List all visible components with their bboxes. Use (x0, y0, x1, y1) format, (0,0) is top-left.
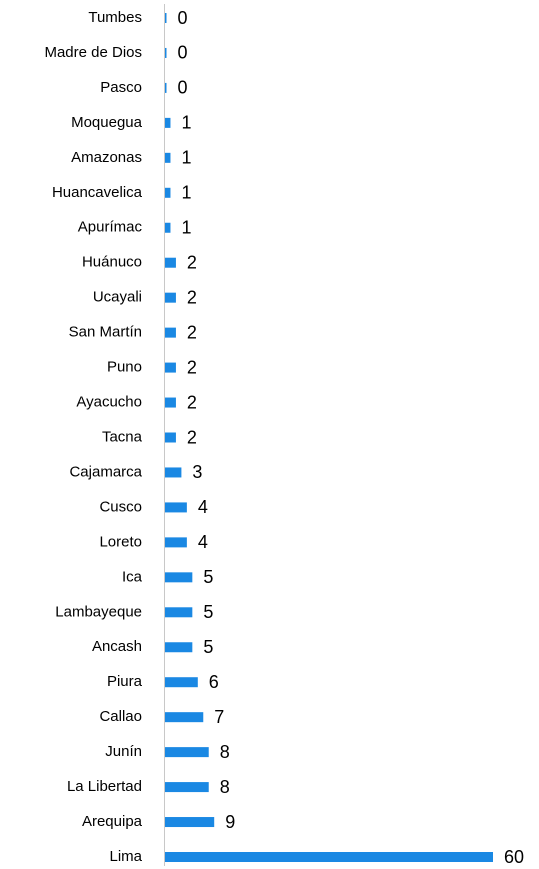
value-label: 6 (209, 672, 219, 692)
bar (165, 222, 171, 233)
value-label: 4 (198, 497, 208, 517)
bar (165, 432, 176, 443)
value-label: 60 (504, 847, 524, 867)
category-label: La Libertad (67, 778, 142, 795)
bar (165, 47, 167, 58)
category-label: Ancash (92, 638, 142, 655)
category-label: Junín (105, 743, 142, 760)
bar (165, 537, 187, 548)
bar (165, 502, 187, 513)
bar (165, 677, 198, 688)
category-label: San Martín (69, 324, 142, 341)
value-label: 9 (225, 812, 235, 832)
value-label: 0 (178, 43, 188, 63)
value-label: 7 (214, 707, 224, 727)
value-label: 2 (187, 392, 197, 412)
bar (165, 712, 204, 723)
category-label: Ayacucho (76, 394, 142, 411)
value-label: 4 (198, 532, 208, 552)
value-label: 2 (187, 322, 197, 342)
value-label: 1 (181, 113, 191, 133)
bar (165, 852, 493, 862)
bar (165, 397, 176, 408)
bar (165, 642, 193, 653)
category-label: Amazonas (71, 149, 142, 166)
bar (165, 362, 176, 373)
category-label: Cusco (99, 498, 142, 515)
value-label: 5 (203, 637, 213, 657)
category-label: Loreto (99, 533, 142, 550)
bar (165, 13, 167, 23)
category-label: Ica (122, 568, 143, 585)
category-label: Huánuco (82, 254, 142, 271)
category-label: Lima (109, 848, 142, 865)
value-label: 3 (192, 462, 202, 482)
category-label: Pasco (100, 79, 142, 96)
bar (165, 257, 176, 268)
value-label: 1 (181, 218, 191, 238)
category-label: Huancavelica (52, 184, 143, 201)
value-label: 0 (178, 78, 188, 98)
bar (165, 82, 167, 93)
value-label: 5 (203, 567, 213, 587)
category-label: Piura (107, 673, 143, 690)
category-label: Ucayali (93, 289, 142, 306)
category-label: Callao (99, 708, 142, 725)
value-label: 2 (187, 287, 197, 307)
bar (165, 572, 193, 583)
category-label: Puno (107, 359, 142, 376)
value-label: 5 (203, 602, 213, 622)
category-label: Lambayeque (55, 603, 142, 620)
category-label: Tumbes (88, 9, 142, 26)
bar (165, 817, 215, 828)
value-label: 2 (187, 357, 197, 377)
bar (165, 607, 193, 618)
value-label: 8 (220, 777, 230, 797)
category-label: Moquegua (71, 114, 143, 131)
category-label: Madre de Dios (44, 44, 142, 61)
value-label: 1 (181, 148, 191, 168)
category-label: Apurímac (78, 219, 143, 236)
bar (165, 467, 182, 478)
bar (165, 327, 176, 338)
value-label: 2 (187, 427, 197, 447)
bar (165, 152, 171, 163)
value-label: 0 (178, 8, 188, 28)
category-label: Cajamarca (69, 463, 142, 480)
bar (165, 782, 209, 793)
bar (165, 117, 171, 128)
category-label: Tacna (102, 428, 143, 445)
value-label: 8 (220, 742, 230, 762)
value-label: 2 (187, 252, 197, 272)
bar (165, 292, 176, 303)
category-label: Arequipa (82, 813, 143, 830)
bar (165, 187, 171, 198)
bar (165, 747, 209, 758)
value-label: 1 (181, 183, 191, 203)
